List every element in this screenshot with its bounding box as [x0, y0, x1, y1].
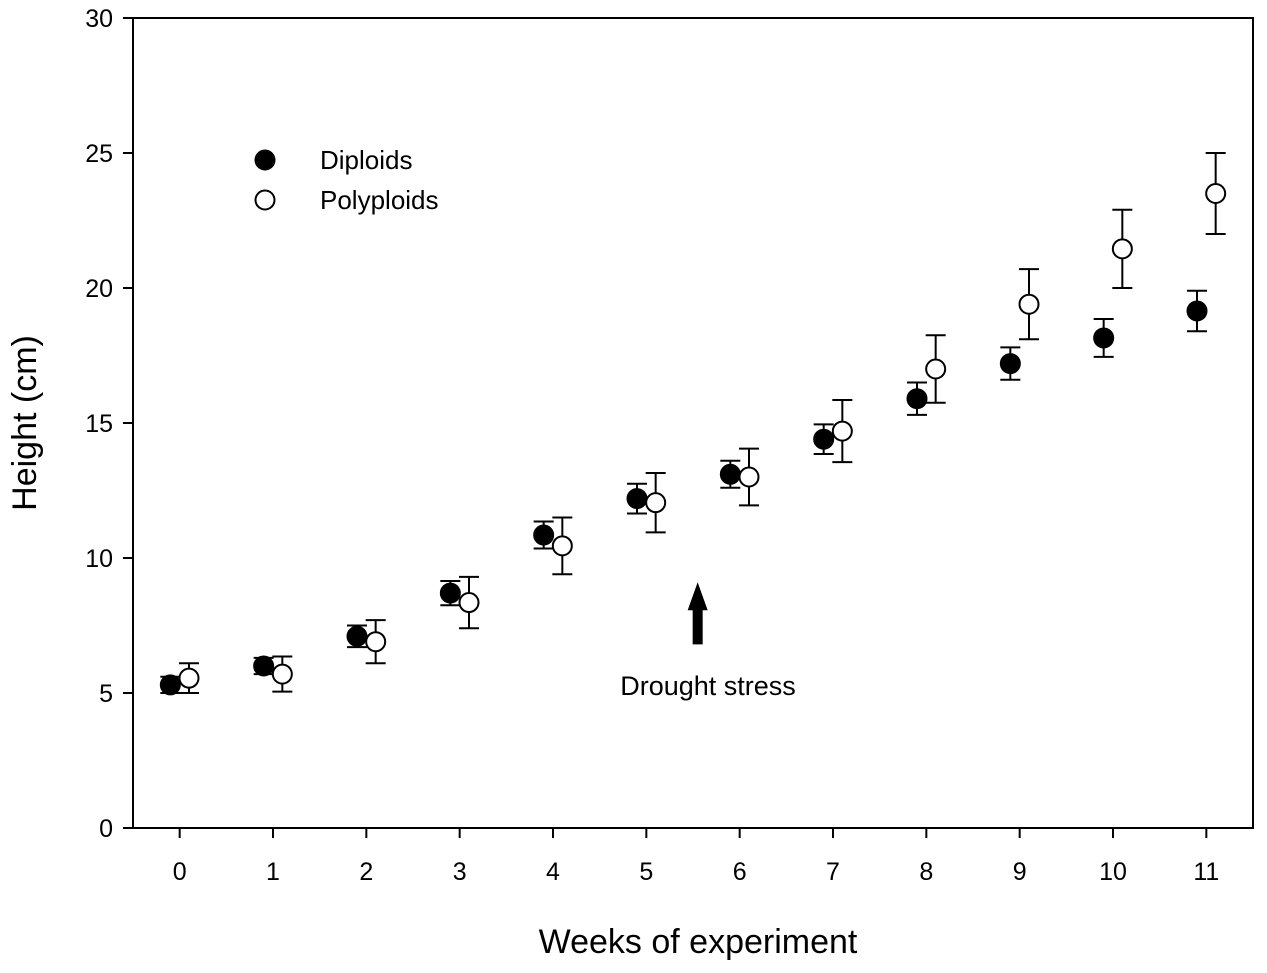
y-tick-label: 20: [85, 275, 113, 303]
x-tick-label: 10: [1099, 858, 1127, 886]
series-polyploids: [178, 152, 1227, 694]
data-point-polyploids: [178, 667, 200, 689]
x-axis-title: Weeks of experiment: [539, 923, 858, 961]
y-tick-label: 0: [99, 815, 113, 843]
data-point-polyploids: [925, 358, 947, 380]
data-point-polyploids: [645, 492, 667, 514]
data-point-diploids: [1093, 327, 1115, 349]
data-point-diploids: [626, 488, 648, 510]
legend: Diploids Polyploids: [254, 145, 439, 215]
data-point-polyploids: [831, 420, 853, 442]
data-point-diploids: [999, 353, 1021, 375]
x-tick-label: 6: [733, 858, 747, 886]
y-tick-label: 5: [99, 680, 113, 708]
legend-label-polyploids: Polyploids: [320, 185, 439, 215]
data-point-polyploids: [738, 466, 760, 488]
series-layer: [159, 152, 1227, 696]
y-tick-label: 25: [85, 140, 113, 168]
y-tick-label: 30: [85, 5, 113, 33]
x-tick-label: 8: [919, 858, 933, 886]
x-tick-label: 4: [546, 858, 560, 886]
x-tick-label: 7: [826, 858, 840, 886]
data-point-diploids: [439, 582, 461, 604]
data-point-diploids: [813, 428, 835, 450]
drought-stress-label: Drought stress: [620, 671, 796, 701]
x-tick-label: 1: [266, 858, 280, 886]
legend-label-diploids: Diploids: [320, 145, 413, 175]
data-point-diploids: [1186, 300, 1208, 322]
data-point-polyploids: [1111, 238, 1133, 260]
data-point-diploids: [533, 524, 555, 546]
y-tick-label: 10: [85, 545, 113, 573]
series-diploids: [159, 289, 1208, 696]
y-tick-label: 15: [85, 410, 113, 438]
x-tick-label: 11: [1193, 858, 1219, 886]
data-point-diploids: [346, 625, 368, 647]
data-point-polyploids: [458, 592, 480, 614]
legend-marker-diploids: [254, 149, 276, 171]
drought-stress-arrow-icon: [687, 582, 708, 645]
y-axis-title: Height (cm): [6, 335, 44, 511]
data-point-diploids: [253, 655, 275, 677]
data-point-diploids: [719, 463, 741, 485]
y-axis-ticks: 0 5 10 15 20 25 30: [85, 5, 133, 843]
data-point-polyploids: [1018, 293, 1040, 315]
x-axis-ticks: 0 1 2 3 4 5 6 7 8 9 10 11: [173, 828, 1219, 886]
legend-marker-polyploids: [254, 189, 276, 211]
data-point-polyploids: [1205, 183, 1227, 204]
x-tick-label: 3: [453, 858, 467, 886]
data-point-polyploids: [551, 535, 573, 557]
data-point-polyploids: [365, 631, 387, 653]
data-point-diploids: [159, 674, 181, 696]
x-tick-label: 0: [173, 858, 187, 886]
data-point-polyploids: [271, 663, 293, 685]
x-tick-label: 5: [639, 858, 653, 886]
drought-stress-annotation: Drought stress: [620, 582, 796, 701]
x-tick-label: 9: [1013, 858, 1027, 886]
data-point-diploids: [906, 388, 928, 410]
x-tick-label: 2: [359, 858, 373, 886]
